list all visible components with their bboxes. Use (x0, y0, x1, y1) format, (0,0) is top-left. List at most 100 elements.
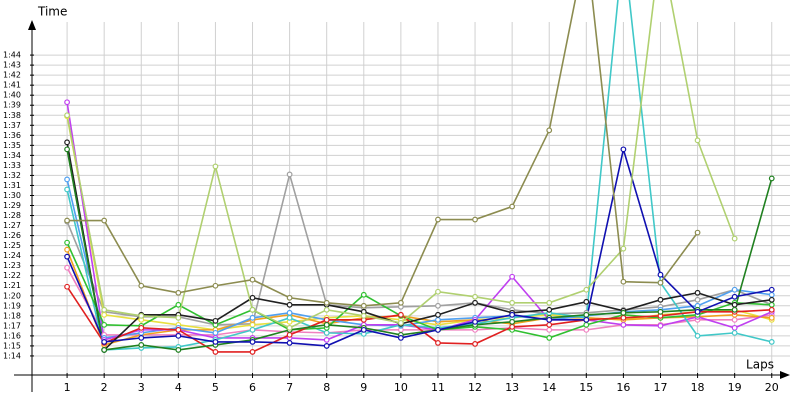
data-point (509, 299, 516, 306)
data-point (175, 326, 182, 333)
y-tick-label: 1:19 (3, 301, 21, 310)
data-point (620, 309, 627, 316)
y-tick-label: 1:23 (3, 261, 21, 270)
data-point (286, 309, 293, 316)
data-point (286, 340, 293, 346)
x-tick-label: 4 (175, 381, 182, 394)
data-point (657, 296, 664, 303)
data-point (323, 299, 330, 306)
x-tick-label: 14 (542, 381, 556, 394)
data-point (509, 203, 516, 210)
data-point (286, 171, 293, 178)
data-point (768, 175, 775, 182)
data-point (286, 301, 293, 308)
data-point (657, 308, 664, 315)
data-point (731, 324, 738, 331)
series-line (66, 149, 772, 347)
x-tick-label: 3 (138, 381, 145, 394)
data-point (249, 306, 256, 313)
x-tick-label: 18 (691, 381, 705, 394)
data-point (64, 186, 70, 193)
data-point (360, 302, 367, 309)
y-axis-arrow (28, 20, 36, 30)
data-point (768, 339, 775, 345)
data-point (101, 339, 108, 345)
x-axis-arrow (780, 371, 790, 379)
x-tick-label: 17 (653, 381, 667, 394)
x-tick-label: 6 (249, 381, 256, 394)
y-tick-label: 1:16 (3, 331, 21, 340)
x-axis-label: Laps (746, 358, 774, 372)
data-point (138, 324, 145, 331)
y-tick-label: 1:44 (3, 51, 21, 60)
x-tick-label: 2 (101, 381, 108, 394)
data-point (620, 314, 627, 321)
data-point (175, 347, 182, 353)
x-tick-label: 15 (579, 381, 593, 394)
y-axis-label: Time (37, 5, 67, 19)
data-point (731, 306, 738, 313)
data-point (64, 146, 70, 153)
data-point (323, 321, 330, 328)
data-point (768, 286, 775, 293)
data-point (620, 321, 627, 328)
y-tick-label: 1:39 (3, 101, 21, 110)
data-point (435, 288, 441, 295)
data-point (546, 127, 553, 134)
y-tick-label: 1:41 (3, 81, 21, 90)
data-point (472, 293, 478, 300)
data-point (546, 326, 553, 333)
data-point (768, 306, 775, 313)
data-point (323, 316, 330, 323)
data-point (509, 323, 516, 330)
y-tick-label: 1:31 (3, 181, 21, 190)
x-tick-label: 8 (323, 381, 330, 394)
data-point (212, 349, 219, 355)
data-point (546, 334, 553, 341)
y-tick-label: 1:38 (3, 111, 21, 120)
y-tick-label: 1:36 (3, 131, 21, 140)
data-point (175, 314, 182, 321)
x-tick-label: 11 (431, 381, 445, 394)
data-point (583, 321, 590, 328)
data-point (731, 301, 738, 308)
data-point (657, 279, 664, 286)
data-point (138, 312, 145, 319)
x-tick-label: 20 (765, 381, 779, 394)
data-point (64, 99, 70, 106)
data-point (694, 332, 701, 339)
data-point (435, 216, 441, 223)
y-tick-label: 1:42 (3, 71, 21, 80)
data-point (101, 306, 108, 313)
data-point (435, 316, 441, 323)
y-tick-label: 1:24 (3, 251, 21, 260)
data-point (509, 318, 516, 325)
data-point (694, 296, 701, 303)
data-point (323, 336, 330, 343)
data-point (583, 326, 590, 333)
x-tick-label: 12 (468, 381, 482, 394)
x-tick-label: 9 (360, 381, 367, 394)
data-point (64, 139, 70, 146)
data-point (435, 340, 441, 346)
data-point (583, 311, 590, 318)
y-tick-label: 1:37 (3, 121, 21, 130)
data-point (731, 235, 738, 242)
series-line (66, 242, 772, 339)
data-point (546, 299, 553, 306)
data-point (472, 341, 478, 347)
data-point (768, 296, 775, 303)
y-tick-label: 1:27 (3, 221, 21, 230)
x-tick-label: 13 (505, 381, 519, 394)
data-point (694, 289, 701, 296)
data-point (286, 324, 293, 331)
data-point (175, 332, 182, 339)
data-point (138, 334, 145, 341)
data-point (101, 311, 108, 318)
data-point (657, 322, 664, 329)
data-point (435, 326, 441, 333)
data-point (249, 321, 256, 328)
data-point (472, 299, 478, 306)
data-point (249, 326, 256, 333)
data-point (694, 229, 701, 236)
